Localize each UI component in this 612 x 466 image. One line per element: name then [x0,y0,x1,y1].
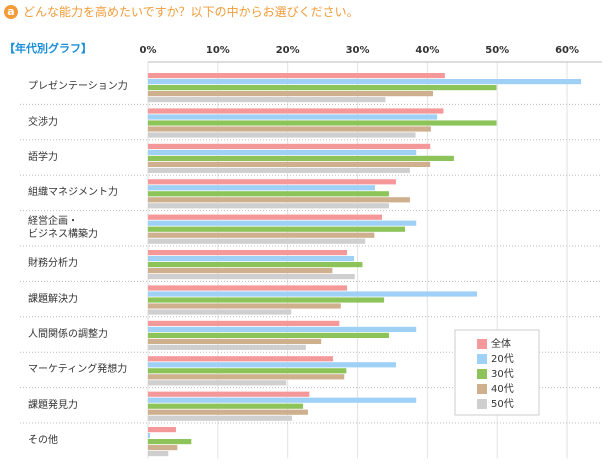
category-label: 課題解決力 [28,293,78,305]
category-label: 人間関係の調整力 [28,329,108,340]
bar [148,380,287,386]
category-label: 財務分析力 [28,258,78,270]
bar [148,155,454,161]
legend-swatch [477,384,487,394]
x-tick-label: 10% [206,45,230,56]
legend-label: 40代 [491,383,514,395]
bar [148,238,366,244]
legend-label: 50代 [491,398,514,410]
bar [148,232,375,238]
bar [148,79,582,85]
bar [148,214,382,220]
bar [148,291,477,297]
category-label: 組織マネジメント力 [28,187,118,199]
bar [148,451,169,457]
bar [148,338,322,344]
bar [148,397,417,403]
category-label: 経営企画・ ビジネス構築力 [28,216,98,241]
category-label: 課題発見力 [28,399,78,411]
bar [148,297,385,303]
bar [148,197,410,203]
x-tick-label: 20% [276,45,300,56]
bar [148,132,416,138]
bar [148,126,431,132]
category-label: プレゼンテーション力 [28,81,128,93]
bar [148,433,151,439]
bar [148,268,333,274]
x-tick-label: 40% [415,45,439,56]
category-label: 交渉力 [28,116,58,128]
bar [148,320,340,326]
bar [148,326,417,332]
bar [148,403,304,409]
bar [148,262,363,268]
bar [148,344,306,350]
bar [148,356,334,362]
bar [148,85,497,91]
bar [148,409,308,415]
category-label: その他 [28,435,58,447]
bar [148,362,396,368]
bar [148,285,348,291]
bar [148,415,292,421]
bar [148,226,406,232]
category-label: マーケティング発想力 [28,364,128,376]
bar [148,220,417,226]
bar [148,149,417,155]
bar [148,97,386,103]
bar [148,374,345,380]
badge: a [4,4,18,19]
bar [148,332,389,338]
bar [148,439,192,445]
bar [148,73,445,79]
bar [148,427,176,433]
x-tick-label: 0% [140,45,157,56]
x-tick-label: 30% [346,45,370,56]
x-tick-label: 50% [485,45,509,56]
bar [148,108,444,114]
header: a どんな能力を高めたいですか？以下の中からお選びください。 [4,3,359,20]
legend-swatch [477,369,487,379]
bar [148,303,341,309]
bar [148,256,355,262]
bar [148,120,497,126]
bar [148,161,431,167]
bar [148,203,389,209]
legend-label: 20代 [491,353,514,365]
bar [148,185,375,191]
subtitle: 【年代別グラフ】 [4,42,92,55]
legend-swatch [477,399,487,409]
category-label: 語学力 [28,152,58,163]
bar [148,368,347,374]
legend-box [454,329,540,416]
bar [148,445,178,451]
bar [148,91,433,97]
chart-title: どんな能力を高めたいですか？以下の中からお選びください。 [23,5,359,19]
bar [148,274,355,280]
legend-swatch [477,339,487,349]
bar [148,143,431,149]
legend-label: 30代 [491,368,514,380]
bar [148,179,396,185]
bar [148,309,292,315]
bar [148,114,438,120]
bar [148,167,410,173]
legend-swatch [477,354,487,364]
bar [148,250,348,256]
bar [148,391,310,397]
bar [148,191,389,197]
legend-label: 全体 [491,337,511,350]
x-tick-label: 60% [555,45,579,56]
